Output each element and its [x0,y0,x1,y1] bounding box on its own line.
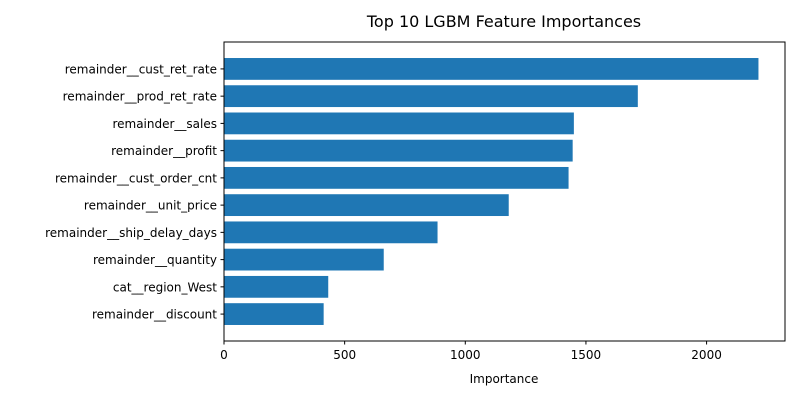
y-tick-label: remainder__discount [92,308,217,322]
x-tick-label: 1500 [571,348,602,362]
y-tick-label: cat__region_West [113,280,217,294]
y-tick-label: remainder__prod_ret_rate [63,90,217,104]
bar-7 [224,221,438,244]
bar-1 [224,58,759,80]
bar-3 [224,112,574,135]
bars-group [224,58,759,325]
y-tick-label: remainder__profit [111,144,217,158]
x-tick-label: 0 [220,348,228,362]
bar-6 [224,194,509,217]
x-axis-label: Importance [470,372,539,386]
bar-2 [224,85,638,108]
bar-8 [224,248,384,271]
y-tick-label: remainder__unit_price [84,199,217,213]
y-tick-label: remainder__cust_ret_rate [65,62,217,76]
y-tick-label: remainder__sales [112,117,217,131]
bar-4 [224,139,573,162]
y-axis-ticks: remainder__cust_ret_rate remainder__prod_… [45,62,224,322]
y-tick-label: remainder__cust_order_cnt [55,171,217,185]
y-tick-label: remainder__ship_delay_days [45,226,217,240]
y-tick-label: remainder__quantity [93,253,217,267]
bar-10 [224,303,324,325]
x-axis-ticks: 0 500 1000 1500 2000 [220,341,722,362]
plot-frame [223,41,786,342]
bar-5 [224,166,569,189]
bar-9 [224,275,329,298]
x-tick-label: 1000 [450,348,481,362]
x-tick-label: 500 [333,348,356,362]
chart-title: Top 10 LGBM Feature Importances [366,12,641,31]
x-tick-label: 2000 [691,348,722,362]
